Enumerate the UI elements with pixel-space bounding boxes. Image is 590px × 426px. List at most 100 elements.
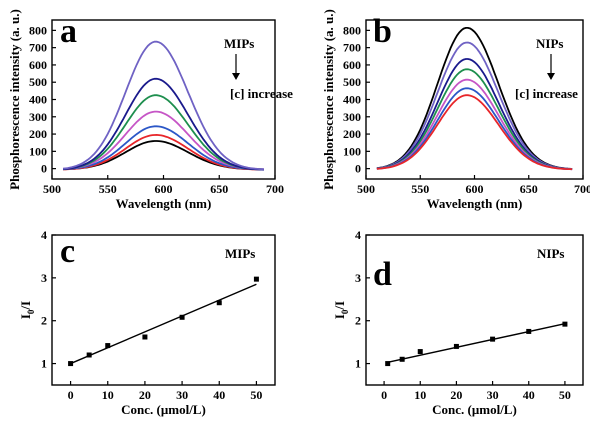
y-tick-label: 4 <box>355 228 361 242</box>
y-tick-label: 200 <box>29 127 47 141</box>
y-tick-label: 2 <box>41 314 47 328</box>
data-point <box>453 343 459 349</box>
data-point <box>399 356 405 362</box>
data-point <box>526 328 532 334</box>
y-tick-label: 2 <box>355 314 361 328</box>
data-point <box>179 314 185 320</box>
data-point <box>216 300 222 306</box>
fit-line <box>70 283 257 365</box>
y-tick-label: 600 <box>343 58 361 72</box>
x-tick-label: 700 <box>574 182 590 196</box>
y-axis-label-main: I <box>332 314 347 319</box>
y-axis-label: Phosphorescence intensity (a. u.) <box>7 9 22 190</box>
series-line-1 <box>376 41 573 170</box>
y-tick-label: 700 <box>29 41 47 55</box>
annotation-label: [c] increase <box>230 86 293 101</box>
x-tick-label: 550 <box>411 182 429 196</box>
x-tick-label: 30 <box>487 388 499 402</box>
data-point <box>253 276 259 282</box>
x-tick-label: 50 <box>250 388 262 402</box>
y-tick-label: 1 <box>355 357 361 371</box>
x-axis-label: Conc. (μmol/L) <box>121 402 206 417</box>
y-axis-label: I0/I <box>332 301 350 319</box>
x-tick-label: 0 <box>68 388 74 402</box>
y-tick-label: 100 <box>29 144 47 158</box>
x-tick-label: 500 <box>43 182 61 196</box>
data-point <box>562 321 568 327</box>
annotation-label: MIPs <box>225 246 255 261</box>
data-point <box>105 343 111 349</box>
x-axis-label: Wavelength (nm) <box>427 196 523 211</box>
x-axis-label: Wavelength (nm) <box>116 196 212 211</box>
chart-panel-b: 500 550 600 650 700 0 100 200 300 400 500 600 700 800… <box>321 9 590 211</box>
y-axis-label-tail: /I <box>18 301 33 311</box>
x-tick-label: 650 <box>520 182 538 196</box>
data-point <box>68 361 74 367</box>
y-tick-label: 3 <box>355 271 361 285</box>
panel-letter: b <box>373 13 392 50</box>
x-tick-label: 700 <box>266 182 284 196</box>
data-point <box>490 336 496 342</box>
x-tick-label: 10 <box>102 388 114 402</box>
y-tick-label: 1 <box>41 357 47 371</box>
y-tick-label: 200 <box>343 127 361 141</box>
y-tick-label: 0 <box>41 162 47 176</box>
x-tick-label: 500 <box>357 182 375 196</box>
plot-frame <box>365 234 584 386</box>
series-line-2 <box>63 125 264 171</box>
y-axis-label: Phosphorescence intensity (a. u.) <box>321 9 336 190</box>
panel-letter: c <box>60 233 75 270</box>
x-tick-label: 550 <box>99 182 117 196</box>
x-tick-label: 650 <box>210 182 228 196</box>
x-tick-label: 40 <box>523 388 535 402</box>
y-tick-label: 0 <box>355 162 361 176</box>
y-tick-label: 400 <box>29 93 47 107</box>
y-axis-label-subscript: 0 <box>340 309 350 314</box>
data-point <box>385 361 391 367</box>
y-tick-label: 700 <box>343 41 361 55</box>
y-tick-label: 500 <box>29 75 47 89</box>
y-tick-label: 400 <box>343 93 361 107</box>
y-axis-label-subscript: 0 <box>26 309 36 314</box>
plot-frame <box>51 234 276 386</box>
y-axis-label-tail: /I <box>332 301 347 311</box>
y-tick-label: 4 <box>41 228 47 242</box>
x-tick-label: 0 <box>381 388 387 402</box>
y-tick-label: 800 <box>29 23 47 37</box>
data-point <box>86 352 92 358</box>
y-tick-label: 600 <box>29 58 47 72</box>
y-axis-label-main: I <box>18 314 33 319</box>
x-axis-label: Conc. (μmol/L) <box>432 402 517 417</box>
fit-line <box>387 323 566 363</box>
y-tick-label: 300 <box>343 110 361 124</box>
x-tick-label: 600 <box>155 182 173 196</box>
x-tick-label: 50 <box>559 388 571 402</box>
annotation-label: NIPs <box>537 246 564 261</box>
y-tick-label: 800 <box>343 23 361 37</box>
y-tick-label: 300 <box>29 110 47 124</box>
y-tick-label: 100 <box>343 144 361 158</box>
data-point <box>417 349 423 355</box>
annotation-label: NIPs <box>536 36 563 51</box>
arrow-head-icon <box>232 73 240 80</box>
x-tick-label: 40 <box>213 388 225 402</box>
x-tick-label: 10 <box>414 388 426 402</box>
arrow-head-icon <box>547 73 555 80</box>
series-line-4 <box>63 94 264 171</box>
annotation-label: MIPs <box>224 36 254 51</box>
x-tick-label: 20 <box>450 388 462 402</box>
series-line-6 <box>62 40 264 171</box>
panel-letter: d <box>373 256 392 293</box>
data-point <box>142 334 148 340</box>
panel-letter: a <box>60 13 77 50</box>
annotation-label: [c] increase <box>515 86 578 101</box>
y-tick-label: 500 <box>343 75 361 89</box>
series-line-6 <box>376 94 573 171</box>
x-tick-label: 20 <box>139 388 151 402</box>
x-tick-label: 600 <box>466 182 484 196</box>
x-tick-label: 30 <box>176 388 188 402</box>
chart-panel-a: 500 550 600 650 700 0 100 200 300 400 500 600 700 800… <box>7 9 293 211</box>
y-axis-label: I0/I <box>18 301 36 319</box>
